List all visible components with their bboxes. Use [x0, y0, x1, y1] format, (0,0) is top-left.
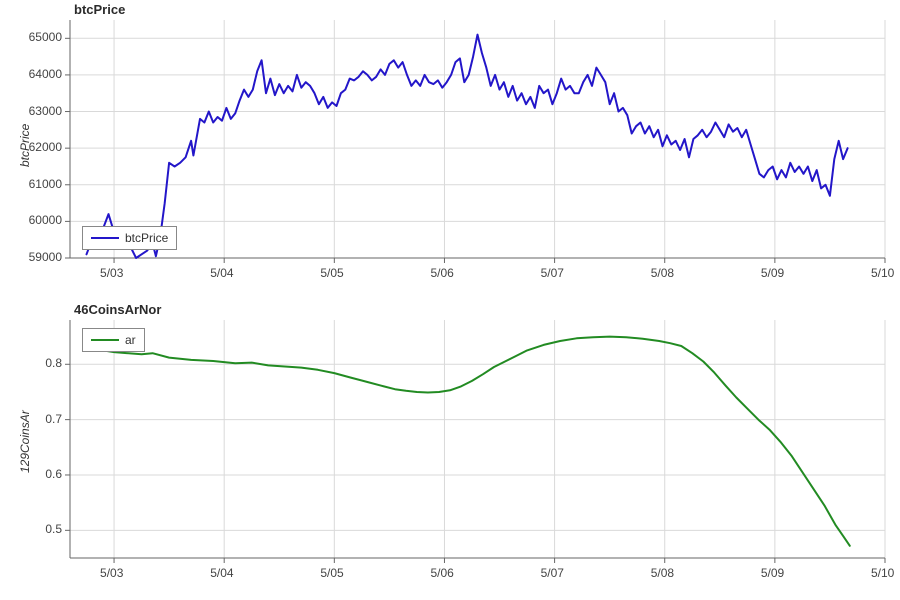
x-tick-label: 5/06 — [430, 566, 453, 580]
bottom-chart-title: 46CoinsArNor — [74, 302, 161, 317]
y-tick-label: 61000 — [29, 177, 62, 191]
top-legend: btcPrice — [82, 226, 177, 250]
x-tick-label: 5/08 — [651, 566, 674, 580]
x-tick-label: 5/03 — [100, 266, 123, 280]
x-tick-label: 5/09 — [761, 566, 784, 580]
y-tick-label: 64000 — [29, 67, 62, 81]
bottom-legend-label: ar — [125, 333, 136, 347]
x-tick-label: 5/10 — [871, 566, 894, 580]
y-tick-label: 0.6 — [45, 467, 62, 481]
x-tick-label: 5/04 — [210, 266, 233, 280]
x-tick-label: 5/04 — [210, 566, 233, 580]
x-tick-label: 5/05 — [320, 566, 343, 580]
y-tick-label: 62000 — [29, 140, 62, 154]
x-tick-label: 5/07 — [541, 266, 564, 280]
top-legend-swatch — [91, 237, 119, 239]
bottom-legend: ar — [82, 328, 145, 352]
top-chart-title: btcPrice — [74, 2, 125, 17]
x-tick-label: 5/09 — [761, 266, 784, 280]
bottom-panel: 46CoinsArNor 129CoinsAr ar 5/03 5/04 5/05 5… — [0, 300, 900, 600]
x-tick-label: 5/10 — [871, 266, 894, 280]
x-tick-label: 5/08 — [651, 266, 674, 280]
x-tick-label: 5/07 — [541, 566, 564, 580]
top-plot-svg — [0, 0, 900, 300]
y-tick-label: 0.5 — [45, 522, 62, 536]
bottom-y-axis-label: 129CoinsAr — [18, 410, 32, 473]
y-tick-label: 65000 — [29, 30, 62, 44]
x-tick-label: 5/06 — [430, 266, 453, 280]
y-tick-label: 0.8 — [45, 356, 62, 370]
top-legend-label: btcPrice — [125, 231, 168, 245]
y-tick-label: 59000 — [29, 250, 62, 264]
y-tick-label: 60000 — [29, 213, 62, 227]
bottom-legend-swatch — [91, 339, 119, 341]
y-tick-label: 0.7 — [45, 412, 62, 426]
x-tick-label: 5/03 — [100, 566, 123, 580]
y-tick-label: 63000 — [29, 104, 62, 118]
x-tick-label: 5/05 — [320, 266, 343, 280]
chart-container: btcPrice btcPrice btcPrice 5/035/045/055… — [0, 0, 900, 600]
top-panel: btcPrice btcPrice btcPrice 5/035/045/055… — [0, 0, 900, 300]
